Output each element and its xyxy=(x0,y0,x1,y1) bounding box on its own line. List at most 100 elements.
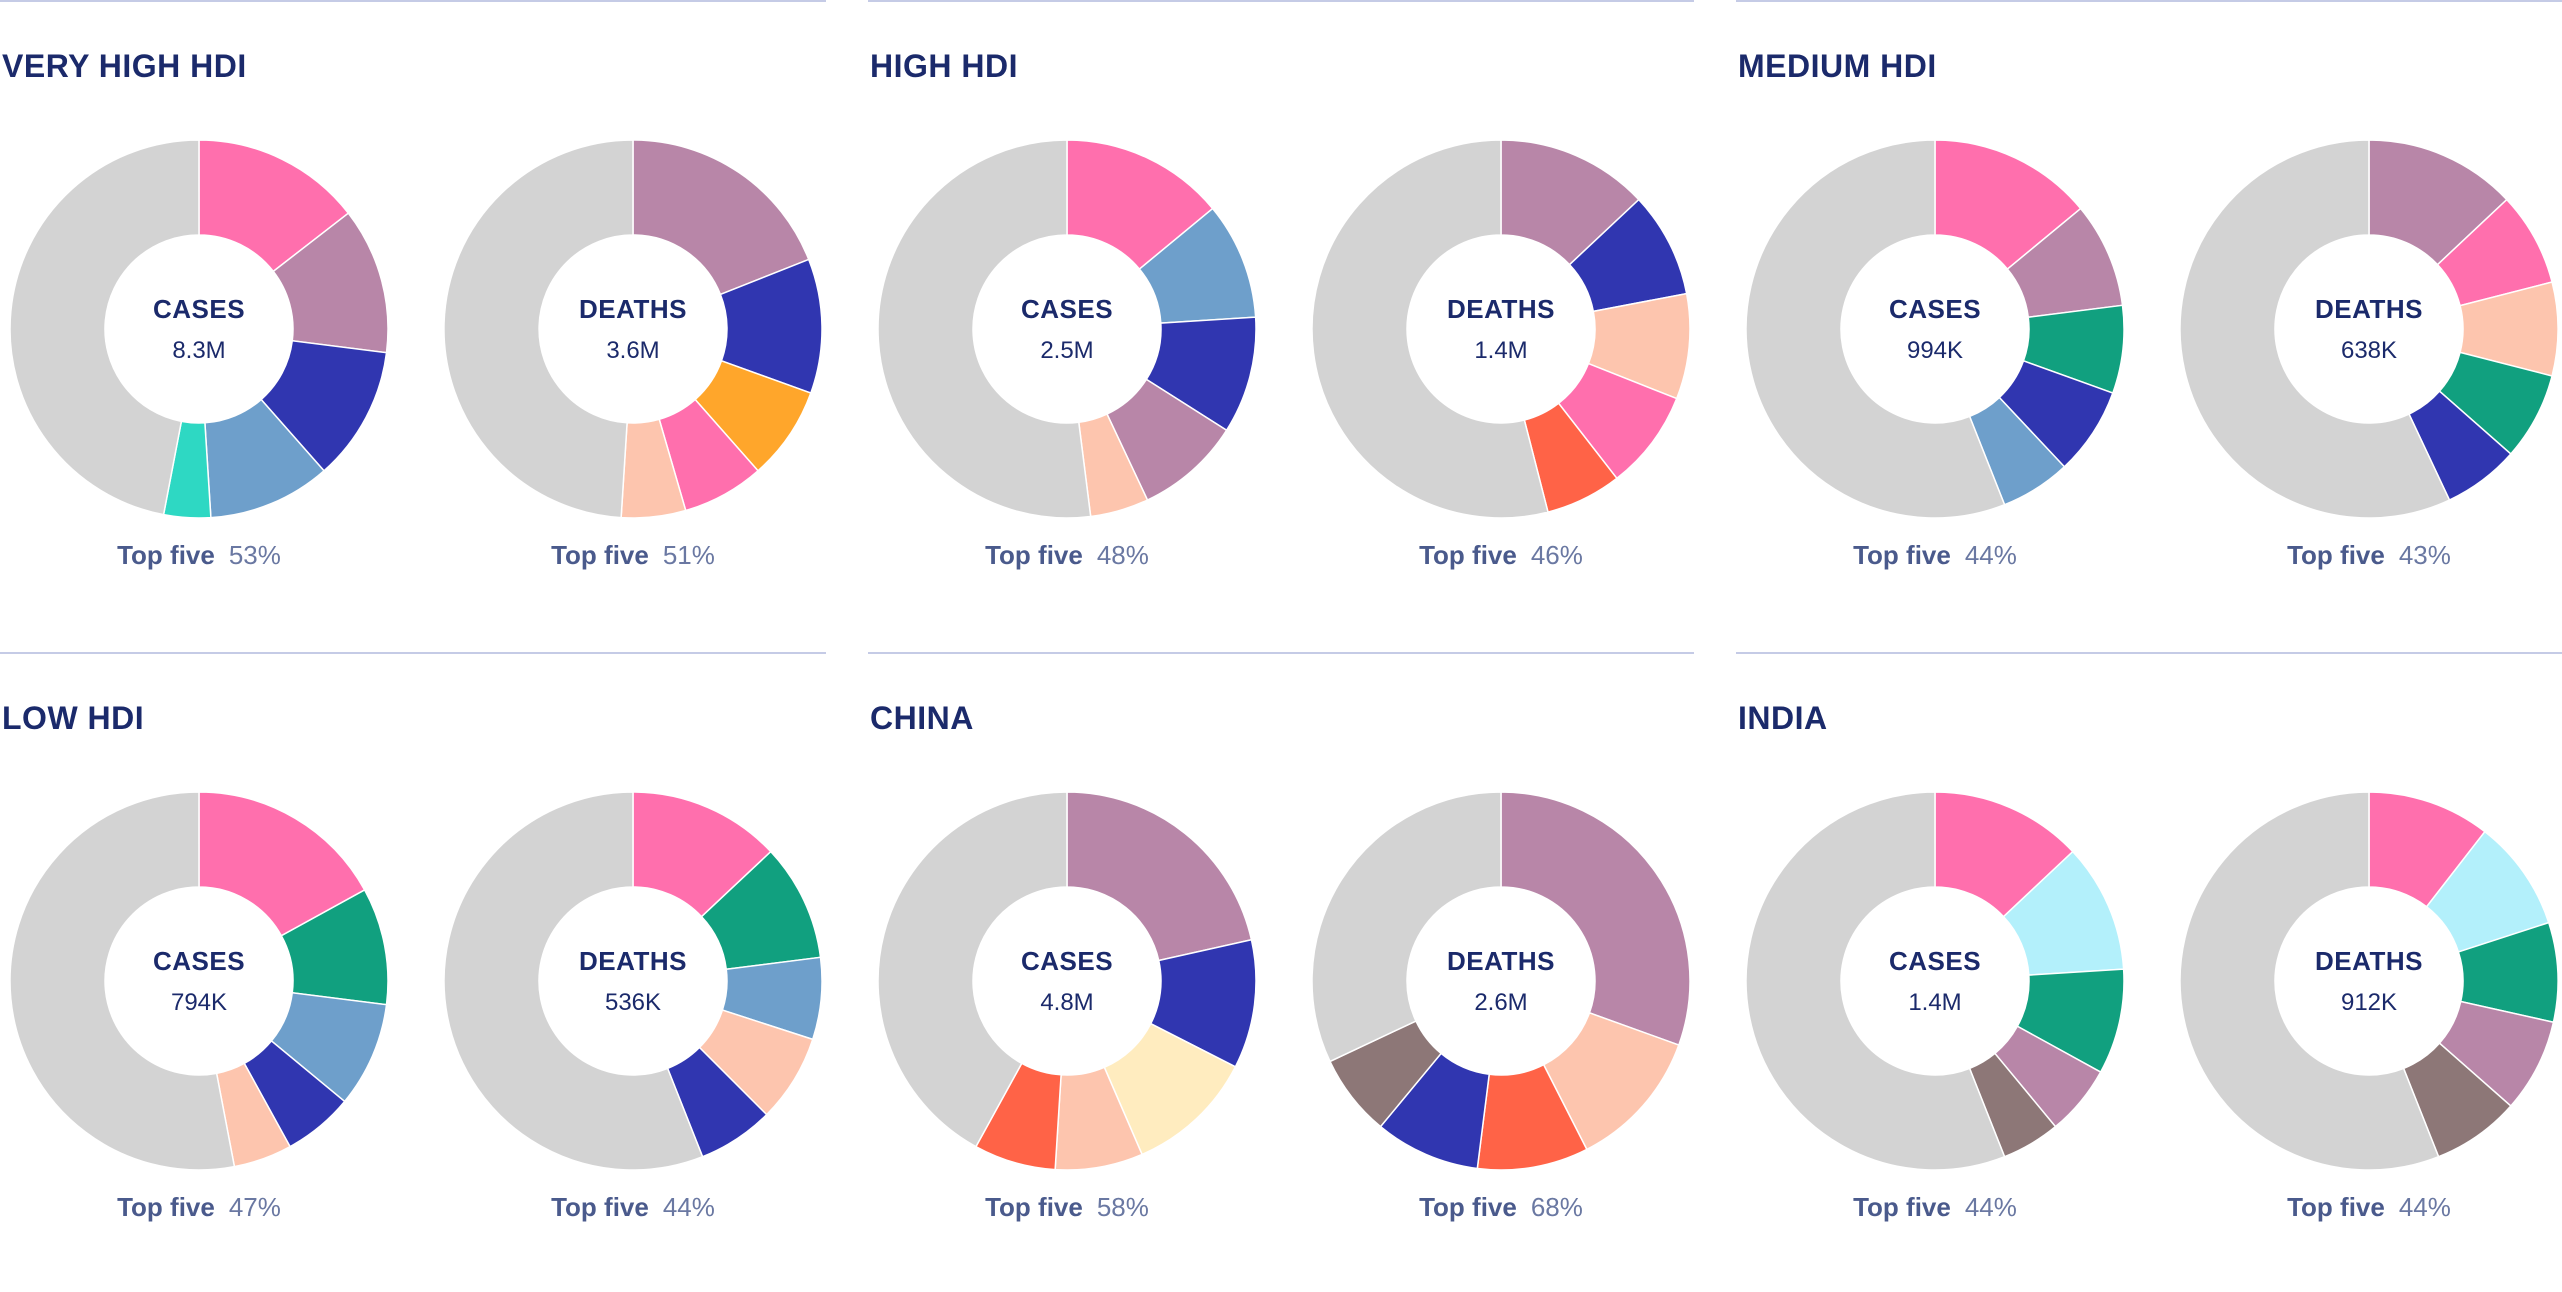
deaths-donut xyxy=(2179,791,2559,1171)
divider-line xyxy=(0,652,826,654)
donut-slice-remainder xyxy=(9,139,200,516)
top-five-percent: 44% xyxy=(1964,540,2017,570)
panel-medium-hdi: MEDIUM HDI CASES 994K DEATHS 638K Top fi… xyxy=(1736,0,2562,640)
cases-title: CASES xyxy=(152,294,246,324)
cases-value: 8.3M xyxy=(172,337,226,364)
donut-slice-1 xyxy=(1066,791,1253,962)
top-five-label: Top five xyxy=(117,540,215,570)
top-five-percent: 58% xyxy=(1096,1192,1149,1222)
deaths-center-label: DEATHS 536K xyxy=(533,946,733,1017)
top-five-label: Top five xyxy=(985,1192,1083,1222)
donut-slice-remainder xyxy=(1311,139,1549,519)
top-five-percent: 68% xyxy=(1530,1192,1583,1222)
deaths-center-label: DEATHS 638K xyxy=(2269,294,2469,365)
donut-slice-remainder xyxy=(2179,139,2451,519)
donut-slice-remainder xyxy=(2179,791,2440,1171)
top-five-percent: 48% xyxy=(1096,540,1149,570)
top-five-percent: 43% xyxy=(2398,540,2451,570)
cases-top-five: Top five 44% xyxy=(1785,1192,2085,1223)
deaths-top-five: Top five 43% xyxy=(2219,540,2519,571)
deaths-center-label: DEATHS 912K xyxy=(2269,946,2469,1017)
deaths-top-five: Top five 46% xyxy=(1351,540,1651,571)
top-five-percent: 44% xyxy=(1964,1192,2017,1222)
deaths-donut xyxy=(443,791,823,1171)
cases-donut xyxy=(1745,139,2125,519)
deaths-donut xyxy=(2179,139,2559,519)
cases-top-five: Top five 58% xyxy=(917,1192,1217,1223)
top-five-label: Top five xyxy=(1419,1192,1517,1222)
donut-slice-remainder xyxy=(1745,791,2006,1171)
cases-title: CASES xyxy=(1888,294,1982,324)
divider-line xyxy=(868,652,1694,654)
cases-value: 2.5M xyxy=(1040,337,1094,364)
top-five-label: Top five xyxy=(2287,540,2385,570)
deaths-top-five: Top five 51% xyxy=(483,540,783,571)
cases-title: CASES xyxy=(152,946,246,976)
deaths-value: 2.6M xyxy=(1474,989,1528,1016)
divider-line xyxy=(0,0,826,2)
cases-value: 1.4M xyxy=(1908,989,1962,1016)
panel-title: HIGH HDI xyxy=(870,48,1018,84)
cases-donut xyxy=(9,791,389,1171)
panel-high-hdi: HIGH HDI CASES 2.5M DEATHS 1.4M Top five… xyxy=(868,0,1694,640)
cases-donut xyxy=(9,139,389,519)
deaths-value: 536K xyxy=(604,989,662,1016)
donut-slice-remainder xyxy=(1745,139,2006,519)
donut-slice-remainder xyxy=(877,139,1092,519)
deaths-donut xyxy=(1311,139,1691,519)
cases-center-label: CASES 994K xyxy=(1835,294,2035,365)
deaths-title: DEATHS xyxy=(579,294,687,324)
cases-title: CASES xyxy=(1888,946,1982,976)
cases-value: 794K xyxy=(170,989,228,1016)
panel-title: INDIA xyxy=(1738,700,1828,736)
deaths-donut xyxy=(1311,791,1691,1171)
cases-donut xyxy=(877,139,1257,519)
deaths-value: 3.6M xyxy=(606,337,660,364)
divider-line xyxy=(868,0,1694,2)
cases-title: CASES xyxy=(1020,294,1114,324)
panel-title: VERY HIGH HDI xyxy=(2,48,247,84)
deaths-title: DEATHS xyxy=(1447,294,1555,324)
deaths-value: 1.4M xyxy=(1474,337,1528,364)
panel-very-high-hdi: VERY HIGH HDI CASES 8.3M DEATHS 3.6M Top… xyxy=(0,0,826,640)
top-five-label: Top five xyxy=(1853,1192,1951,1222)
deaths-top-five: Top five 44% xyxy=(2219,1192,2519,1223)
deaths-top-five: Top five 44% xyxy=(483,1192,783,1223)
panel-title: LOW HDI xyxy=(2,700,145,736)
donut-slice-remainder xyxy=(9,791,236,1171)
cases-center-label: CASES 2.5M xyxy=(967,294,1167,365)
deaths-title: DEATHS xyxy=(1447,946,1555,976)
cases-top-five: Top five 48% xyxy=(917,540,1217,571)
cases-center-label: CASES 1.4M xyxy=(1835,946,2035,1017)
cases-center-label: CASES 4.8M xyxy=(967,946,1167,1017)
deaths-donut xyxy=(443,139,823,519)
top-five-percent: 46% xyxy=(1530,540,1583,570)
donut-slice-remainder xyxy=(443,139,634,519)
top-five-percent: 47% xyxy=(228,1192,281,1222)
deaths-value: 912K xyxy=(2340,989,2398,1016)
top-five-label: Top five xyxy=(551,1192,649,1222)
divider-line xyxy=(1736,652,2562,654)
donut-slice-1 xyxy=(198,139,350,273)
panel-low-hdi: LOW HDI CASES 794K DEATHS 536K Top five 4… xyxy=(0,652,826,1292)
deaths-title: DEATHS xyxy=(2315,294,2423,324)
deaths-title: DEATHS xyxy=(2315,946,2423,976)
top-five-percent: 44% xyxy=(662,1192,715,1222)
cases-title: CASES xyxy=(1020,946,1114,976)
cases-center-label: CASES 8.3M xyxy=(99,294,299,365)
top-five-label: Top five xyxy=(1419,540,1517,570)
cases-center-label: CASES 794K xyxy=(99,946,299,1017)
top-five-label: Top five xyxy=(551,540,649,570)
cases-top-five: Top five 44% xyxy=(1785,540,2085,571)
top-five-percent: 53% xyxy=(228,540,281,570)
panel-title: CHINA xyxy=(870,700,974,736)
top-five-label: Top five xyxy=(117,1192,215,1222)
cases-top-five: Top five 53% xyxy=(49,540,349,571)
donut-slice-remainder xyxy=(443,791,704,1171)
cases-donut xyxy=(877,791,1257,1171)
cases-value: 994K xyxy=(1906,337,1964,364)
deaths-center-label: DEATHS 3.6M xyxy=(533,294,733,365)
donut-slice-remainder xyxy=(1311,791,1502,1063)
cases-top-five: Top five 47% xyxy=(49,1192,349,1223)
deaths-value: 638K xyxy=(2340,337,2398,364)
